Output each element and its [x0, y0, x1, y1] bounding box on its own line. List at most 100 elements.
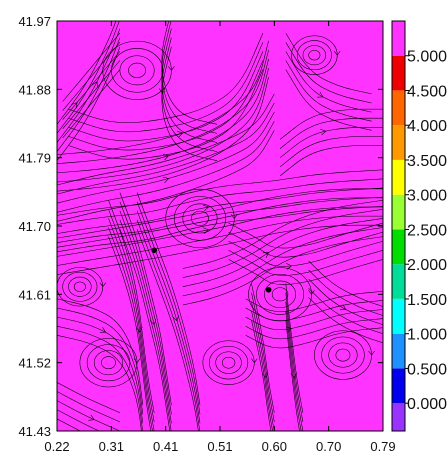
colorbar-tick-label: 1.000: [407, 327, 447, 344]
colorbar-tick-label: 3.500: [407, 153, 447, 170]
streamline: [119, 192, 172, 406]
vortex-streamline: [62, 271, 98, 302]
colorbar-tick-label: 3.000: [407, 188, 447, 205]
x-tick-label: 0.51: [207, 439, 232, 454]
streamline: [285, 283, 304, 413]
streamline-arrow: [251, 358, 258, 364]
streamline: [136, 219, 201, 431]
streamline: [245, 309, 383, 331]
streamline-arrow: [88, 414, 95, 421]
streamline: [68, 69, 264, 160]
marker-point: [265, 286, 272, 293]
y-tick-label: 41.43: [18, 424, 51, 439]
streamline-arrow: [203, 204, 210, 212]
axis-layer: 0.22 0.31 0.41 0.51 0.60 0.70 0.79 41.97 41.88 41…: [18, 14, 395, 454]
streamline: [57, 49, 269, 164]
streamline-arrow: [162, 176, 170, 183]
streamline-arrow: [168, 66, 175, 71]
streamline: [57, 197, 383, 248]
streamline: [57, 206, 383, 253]
streamline-arrow: [99, 282, 107, 288]
streamline: [285, 32, 372, 95]
vortex-streamline: [68, 276, 92, 297]
streamline: [57, 93, 275, 186]
streamline: [182, 236, 383, 306]
colorbar-tick-label: 4.500: [407, 83, 447, 100]
streamline: [108, 236, 152, 431]
vortex-streamline: [86, 344, 131, 382]
streamline-arrow: [177, 131, 184, 138]
vortex-streamline: [93, 350, 124, 376]
vortex-streamline: [215, 351, 242, 374]
streamline: [182, 227, 383, 297]
streamline: [57, 391, 121, 423]
streamline: [279, 117, 383, 149]
vortex-streamline: [328, 342, 358, 368]
y-tick-label: 41.70: [18, 219, 51, 234]
vortex-streamline: [119, 55, 155, 86]
colorbar-tick-label: 4.000: [407, 118, 447, 135]
streamline: [161, 46, 218, 161]
streamline-arrow: [133, 358, 141, 364]
x-tick-label: 0.60: [262, 439, 287, 454]
x-tick-label: 0.41: [153, 439, 178, 454]
streamline-arrow: [333, 51, 341, 56]
streamline: [57, 102, 275, 195]
streamline: [57, 224, 383, 275]
streamline: [251, 283, 275, 413]
vortex-streamline: [308, 49, 321, 61]
streamline-arrow: [71, 102, 78, 109]
streamline: [57, 325, 143, 431]
vortex-streamline: [296, 40, 332, 71]
colorbar-tick-label: 0.000: [407, 396, 447, 413]
streamline: [57, 196, 383, 243]
streamline: [245, 327, 383, 349]
streamline-arrow: [262, 252, 270, 258]
streamline: [308, 288, 383, 335]
streamline: [108, 209, 155, 422]
streamline-layer: [57, 21, 383, 431]
y-tick-label: 41.88: [18, 82, 51, 97]
streamline: [62, 60, 121, 129]
streamline: [228, 231, 383, 258]
marker-layer: [151, 247, 272, 293]
streamline-arrow: [286, 263, 293, 270]
colorbar-band: [392, 299, 405, 334]
streamline-arrow: [162, 154, 170, 161]
streamline: [57, 40, 269, 155]
streamline-arrow: [368, 350, 375, 356]
colorbar-tick-label: 0.500: [407, 361, 447, 378]
streamline-arrow: [172, 315, 179, 322]
streamline: [161, 21, 218, 125]
streamline: [68, 32, 264, 124]
streamline: [108, 200, 155, 413]
streamline-arrow: [231, 214, 238, 219]
colorbar-band: [392, 333, 405, 369]
streamline: [285, 292, 304, 422]
streamline-arrow: [308, 290, 315, 295]
colorbar-band: [392, 160, 405, 195]
streamline-arrow: [99, 327, 107, 333]
x-tick-label: 0.31: [99, 439, 124, 454]
streamline: [57, 382, 121, 414]
colorbar-band: [392, 21, 405, 56]
colorbar-tick-label: 5.000: [407, 49, 447, 66]
streamline: [251, 292, 275, 422]
streamline: [308, 260, 383, 307]
streamline-arrow: [317, 91, 324, 98]
colorbar-band: [392, 90, 405, 126]
streamline: [228, 250, 383, 276]
streamline: [308, 269, 383, 316]
streamline: [245, 300, 383, 321]
y-tick-label: 41.61: [18, 287, 51, 302]
streamline: [57, 316, 144, 424]
colorbar-band: [392, 403, 405, 431]
colorbar-tick-label: 2.000: [407, 257, 447, 274]
streamline: [285, 69, 372, 131]
streamline: [57, 37, 121, 152]
streamline: [57, 68, 269, 183]
streamline: [57, 21, 120, 134]
streamline: [228, 222, 383, 249]
vortex-streamline: [128, 62, 146, 78]
